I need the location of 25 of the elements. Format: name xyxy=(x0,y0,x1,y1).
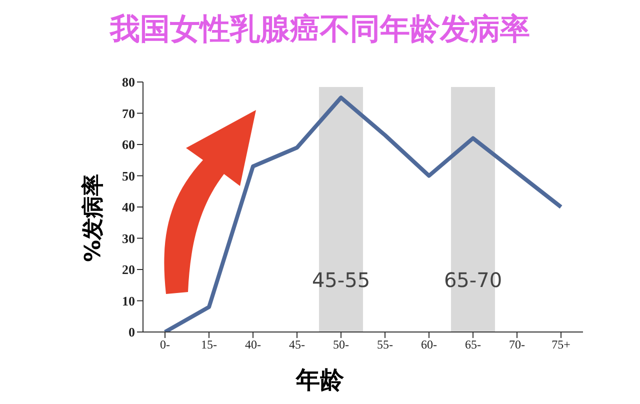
x-tick-label: 50- xyxy=(333,338,349,352)
x-tick-label: 60- xyxy=(421,338,437,352)
x-tick-label: 65- xyxy=(465,338,481,352)
chart-title: 我国女性乳腺癌不同年龄发病率 xyxy=(108,11,531,49)
x-tick-label: 45- xyxy=(289,338,305,352)
x-tick-label: 70- xyxy=(509,338,525,352)
y-tick-label: 70 xyxy=(122,106,135,121)
y-tick-label: 20 xyxy=(122,262,135,278)
x-tick-label: 55- xyxy=(377,338,393,352)
y-tick-label: 80 xyxy=(122,74,135,90)
x-axis-title: 年龄 xyxy=(294,365,345,396)
x-tick-label: 0- xyxy=(160,338,170,352)
y-tick-label: 60 xyxy=(122,137,135,152)
band-label: 45-55 xyxy=(312,268,370,292)
y-tick-label: 40 xyxy=(122,200,135,215)
y-tick-label: 0 xyxy=(128,324,135,340)
y-axis-title: %发病率 xyxy=(80,174,107,262)
x-tick-label: 15- xyxy=(201,338,217,352)
x-tick-label: 75+ xyxy=(552,338,571,352)
band-label: 65-70 xyxy=(444,268,502,292)
y-tick-label: 10 xyxy=(122,293,135,308)
line-series xyxy=(163,96,563,332)
y-tick-label: 50 xyxy=(122,168,135,184)
y-tick-label: 30 xyxy=(122,230,135,246)
x-tick-label: 40- xyxy=(245,338,261,352)
